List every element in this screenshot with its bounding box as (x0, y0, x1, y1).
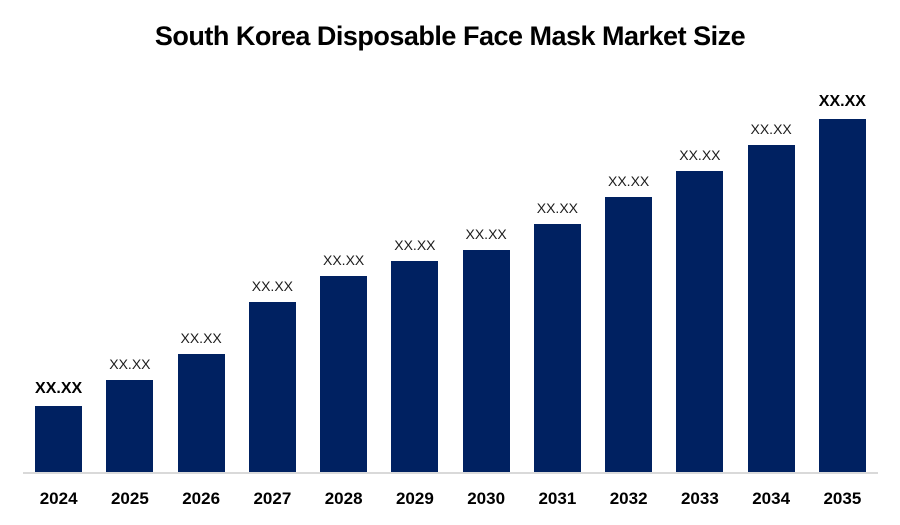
bar (177, 354, 225, 472)
bar-value-label: XX.XX (180, 330, 222, 346)
bar (747, 145, 795, 472)
x-axis-tick-label: 2034 (752, 489, 791, 508)
bar-group: XX.XX (451, 226, 522, 472)
bar-group: XX.XX (522, 200, 593, 472)
bar-group: XX.XX (237, 278, 308, 472)
bar-value-label: XX.XX (251, 278, 293, 294)
bar-group: XX.XX (166, 330, 237, 472)
x-axis-tick-label: 2030 (467, 489, 506, 508)
bar (462, 250, 510, 472)
bar (391, 261, 439, 472)
bar-value-label: XX.XX (394, 237, 436, 253)
x-axis-tick-label: 2024 (39, 489, 78, 508)
x-axis-tick-label: 2031 (538, 489, 577, 508)
bar (605, 197, 653, 472)
bar (35, 406, 83, 472)
plot-area: XX.XX XX.XX XX.XX XX.XX XX.XX XX.XX XX.XX XX.XX… (23, 87, 878, 474)
bar (818, 119, 866, 472)
bar-value-label: XX.XX (323, 252, 365, 268)
bar-group: XX.XX (308, 252, 379, 472)
x-axis-tick-label: 2035 (823, 489, 862, 508)
x-axis-tick-label: 2025 (110, 489, 149, 508)
x-axis-tick-label: 2028 (324, 489, 363, 508)
x-axis-tick-label: 2033 (680, 489, 719, 508)
bar-group: XX.XX (379, 237, 450, 472)
bar-value-label: XX.XX (536, 200, 578, 216)
bar-value-label: XX.XX (679, 147, 721, 163)
bar-group: XX.XX (94, 356, 165, 472)
x-axis-tick-label: 2032 (609, 489, 648, 508)
bar-group: XX.XX (593, 173, 664, 472)
bar-group: XX.XX (664, 147, 735, 472)
bar (676, 171, 724, 472)
bar-group: XX.XX (736, 121, 807, 472)
x-axis: 2024 2025 2026 2027 2028 2029 2030 2031 2032 2033… (23, 489, 878, 513)
bar (248, 302, 296, 472)
x-axis-tick-label: 2029 (395, 489, 434, 508)
bar (106, 380, 154, 472)
bar (533, 224, 581, 472)
bar (320, 276, 368, 472)
bar-value-label: XX.XX (608, 173, 650, 189)
x-axis-tick-label: 2027 (253, 489, 292, 508)
bar-value-label: XX.XX (818, 93, 866, 110)
bar-value-label: XX.XX (109, 356, 151, 372)
bar-value-label: XX.XX (35, 380, 83, 397)
x-axis-tick-label: 2026 (182, 489, 221, 508)
bar-value-label: XX.XX (465, 226, 507, 242)
bar-group: XX.XX (23, 380, 94, 472)
chart-title: South Korea Disposable Face Mask Market … (154, 21, 746, 51)
bar-value-label: XX.XX (750, 121, 792, 137)
bar-group: XX.XX (807, 93, 878, 472)
